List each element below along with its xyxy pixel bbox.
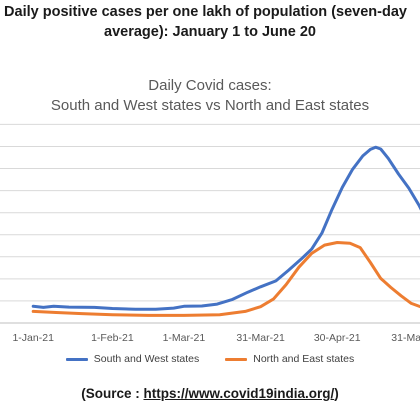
series-line-north-east <box>31 241 420 317</box>
x-tick-label: 30-Apr-21 <box>314 332 361 344</box>
figure-title: . Daily positive cases per one lakh of p… <box>0 0 420 44</box>
chart-subtitle: South and West states vs North and East … <box>50 97 370 114</box>
source-note: (Source : https://www.covid19india.org/) <box>0 386 420 401</box>
x-axis-ticks: 1-Jan-21 1-Feb-21 1-Mar-21 31-Mar-21 30-Apr-… <box>12 332 420 344</box>
gridlines <box>0 123 420 324</box>
legend-label-south-west: South and West states <box>93 353 200 365</box>
series-line-south-west <box>31 145 420 311</box>
x-tick-label: 31-May-21 <box>391 332 420 344</box>
x-tick-label: 1-Feb-21 <box>91 332 134 344</box>
legend: South and West states North and East sta… <box>0 351 420 367</box>
legend-swatch-north-east <box>225 357 248 361</box>
legend-swatch-south-west <box>65 357 88 361</box>
source-link[interactable]: https://www.covid19india.org/ <box>143 386 335 401</box>
legend-item-south-west: South and West states <box>65 351 200 367</box>
legend-label-north-east: North and East states <box>253 353 355 365</box>
series-lines <box>31 145 420 317</box>
figure-title-line2: average): January 1 to June 20 <box>104 24 316 40</box>
x-tick-label: 1-Jan-21 <box>12 332 54 344</box>
figure-title-line1: . Daily positive cases per one lakh of p… <box>0 4 407 20</box>
legend-item-north-east: North and East states <box>225 351 354 367</box>
chart-title: Daily Covid cases: <box>148 77 272 94</box>
source-suffix: ) <box>334 386 339 401</box>
x-tick-label: 1-Mar-21 <box>163 332 206 344</box>
x-tick-label: 31-Mar-21 <box>236 332 285 344</box>
source-prefix: (Source : <box>81 386 144 401</box>
